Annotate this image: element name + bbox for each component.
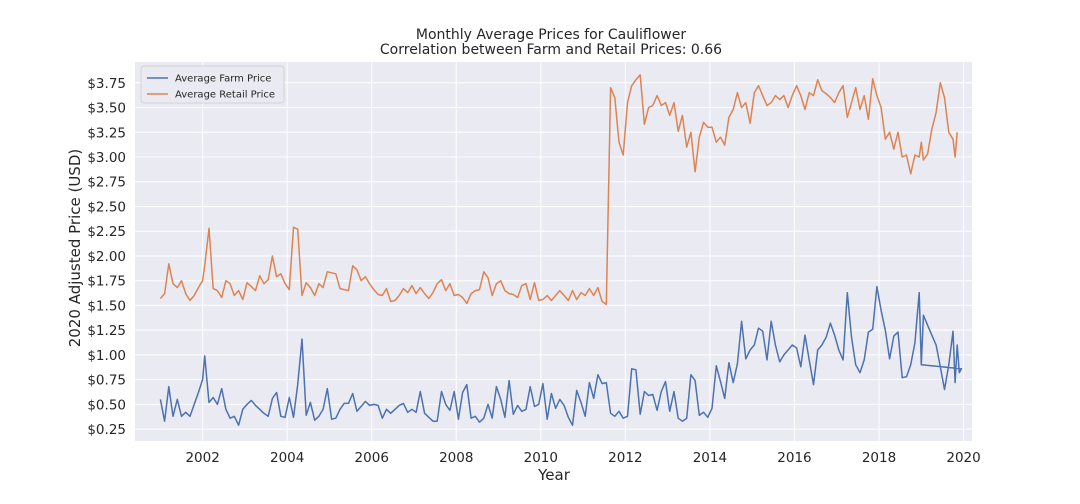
y-tick-label: $3.00 (87, 150, 126, 166)
x-tick-label: 2014 (693, 450, 727, 466)
x-tick-label: 2004 (270, 450, 304, 466)
chart-title: Monthly Average Prices for Cauliflower (416, 27, 686, 43)
y-tick-label: $2.50 (87, 199, 126, 215)
x-axis: 2002 2004 2006 2008 2010 2012 2014 2016 2018 2020 (185, 450, 980, 466)
chart-subtitle: Correlation between Farm and Retail Pric… (380, 42, 722, 58)
x-tick-label: 2018 (862, 450, 896, 466)
x-tick-label: 2012 (608, 450, 642, 466)
legend-entry: Average Retail Price (175, 90, 275, 101)
series-line-retail-price (159, 74, 958, 306)
x-tick-label: 2010 (524, 450, 558, 466)
y-tick-label: $3.75 (87, 76, 126, 92)
y-tick-label: $1.75 (87, 274, 126, 290)
y-tick-label: $2.75 (87, 175, 126, 191)
series-layer (159, 74, 963, 426)
y-tick-label: $0.25 (87, 422, 126, 438)
legend-entry: Average Farm Price (175, 74, 271, 85)
legend: Average Farm Price Average Retail Price (140, 65, 285, 104)
y-tick-label: $3.25 (87, 125, 126, 141)
y-tick-label: $1.50 (87, 298, 126, 314)
y-tick-label: $0.50 (87, 397, 126, 413)
plot-area (135, 62, 972, 441)
y-tick-label: $3.50 (87, 101, 126, 117)
x-tick-label: 2002 (185, 450, 219, 466)
y-tick-label: $2.00 (87, 249, 126, 265)
y-axis: $0.25 $0.50 $0.75 $1.00 $1.25 $1.50 $1.75 $2.00… (87, 76, 126, 438)
x-tick-label: 2006 (355, 450, 389, 466)
legend-box (140, 65, 285, 104)
y-tick-label: $0.75 (87, 373, 126, 389)
y-tick-label: $1.25 (87, 323, 126, 339)
y-tick-label: $1.00 (87, 348, 126, 364)
y-tick-label: $2.25 (87, 224, 126, 240)
series-line-farm-price (159, 285, 963, 426)
x-tick-label: 2008 (439, 450, 473, 466)
x-axis-label: Year (537, 466, 571, 484)
x-tick-label: 2020 (946, 450, 980, 466)
x-tick-label: 2016 (777, 450, 811, 466)
y-axis-label: 2020 Adjusted Price (USD) (66, 149, 84, 347)
